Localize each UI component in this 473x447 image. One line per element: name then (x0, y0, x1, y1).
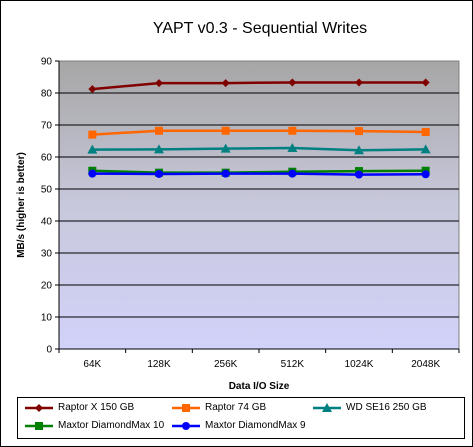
series-2 (87, 143, 431, 155)
data-point (155, 169, 163, 178)
legend-label: Maxtor DiamondMax 9 (205, 420, 306, 431)
data-point (155, 79, 163, 88)
series-line (92, 81, 426, 91)
legend-swatch (25, 404, 53, 412)
legend-marker (322, 403, 332, 412)
x-tick-label: 64K (83, 359, 101, 370)
legend-marker (35, 422, 43, 430)
y-tick-label: 50 (41, 185, 53, 196)
chart-legend: Raptor X 150 GB Raptor 74 GB WD SE16 250 G… (17, 397, 465, 439)
data-point (354, 145, 364, 155)
legend-label: WD SE16 250 GB (346, 402, 427, 413)
y-tick-label: 40 (41, 217, 53, 228)
data-point (421, 170, 430, 179)
data-point (420, 144, 431, 154)
data-point (421, 78, 430, 87)
data-point (288, 169, 297, 178)
data-point (221, 169, 230, 178)
series-line (92, 146, 426, 152)
y-tick-label: 0 (46, 345, 52, 356)
y-axis-label: MB/s (higher is better) (16, 152, 27, 258)
data-point (355, 127, 363, 136)
y-tick-label: 70 (41, 121, 53, 132)
series-line (92, 169, 426, 174)
legend-swatch (172, 422, 200, 430)
chart-plot: 0 10 20 30 40 50 60 70 80 90 64K 128K 256K 512K 1024K 2… (16, 57, 460, 392)
data-point (288, 78, 297, 87)
x-tick-label: 512K (281, 359, 305, 370)
legend-swatch (25, 422, 53, 430)
x-axis-label: Data I/O Size (229, 381, 290, 392)
series-1 (88, 126, 430, 139)
data-point (154, 144, 164, 154)
y-tick-label: 90 (41, 57, 53, 68)
data-point (155, 126, 163, 135)
data-point (355, 170, 363, 179)
data-point (88, 130, 97, 139)
plot-area (58, 60, 460, 350)
y-tick-label: 60 (41, 153, 53, 164)
data-point (88, 169, 97, 178)
legend-swatch (172, 404, 200, 412)
y-tick-label: 20 (41, 281, 53, 292)
data-point (220, 143, 231, 153)
y-tick-label: 30 (41, 249, 53, 260)
x-tick-label: 256K (214, 359, 238, 370)
chart-title: YAPT v0.3 - Sequential Writes (152, 20, 368, 37)
data-point (88, 85, 97, 94)
legend-swatch (313, 403, 341, 412)
data-point (355, 78, 363, 87)
legend-label: Raptor X 150 GB (58, 402, 135, 413)
data-point (221, 126, 230, 135)
series-0 (88, 78, 430, 94)
data-point (87, 144, 98, 154)
series-4 (88, 169, 430, 179)
series-line (92, 172, 426, 176)
y-tick-label: 80 (41, 89, 53, 100)
x-tick-label: 2048K (411, 359, 440, 370)
y-tick-label: 10 (41, 313, 53, 324)
series-line (92, 129, 426, 136)
legend-marker (35, 404, 43, 412)
data-point (288, 126, 297, 135)
data-point (421, 128, 430, 137)
x-tick-label: 1024K (345, 359, 374, 370)
legend-marker (182, 422, 190, 430)
legend-marker (182, 404, 190, 412)
data-point (287, 143, 298, 153)
legend-label: Maxtor DiamondMax 10 (58, 420, 165, 431)
x-tick-label: 128K (147, 359, 171, 370)
legend-label: Raptor 74 GB (205, 402, 267, 413)
data-point (221, 79, 230, 88)
